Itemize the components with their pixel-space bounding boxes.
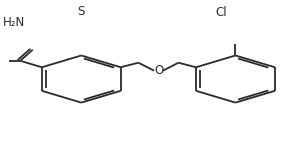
Text: O: O xyxy=(154,64,163,77)
Text: Cl: Cl xyxy=(215,6,227,19)
Text: S: S xyxy=(78,5,85,18)
Text: H₂N: H₂N xyxy=(3,16,25,29)
